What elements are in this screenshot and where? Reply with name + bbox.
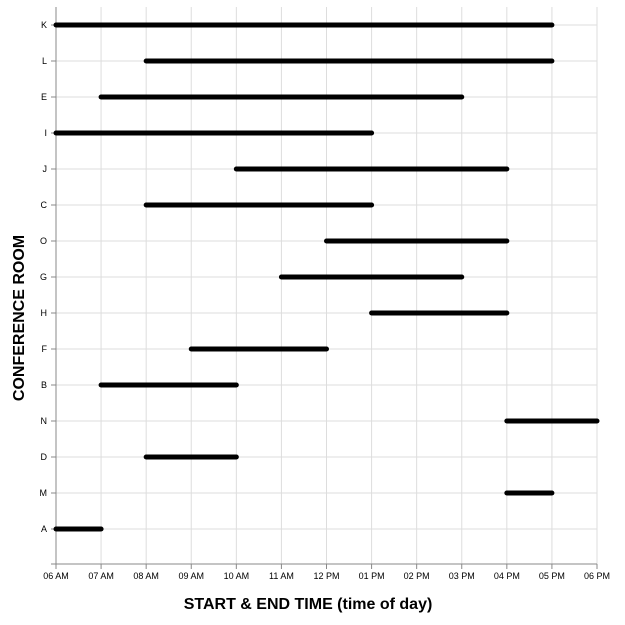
bar-layer: [53, 22, 600, 532]
x-tick-label: 11 AM: [269, 571, 294, 581]
y-tick-label: H: [41, 308, 48, 318]
y-tick-label: E: [41, 92, 47, 102]
y-tick-label: K: [41, 20, 47, 30]
y-tick-label: N: [41, 416, 48, 426]
x-tick-label: 04 PM: [494, 571, 520, 581]
y-tick-label: I: [44, 128, 47, 138]
y-tick-label: O: [40, 236, 47, 246]
x-tick-label: 06 AM: [43, 571, 69, 581]
y-tick-label: G: [40, 272, 47, 282]
x-tick-label: 12 PM: [313, 571, 339, 581]
x-tick-label: 05 PM: [539, 571, 565, 581]
y-axis-title: CONFERENCE ROOM: [11, 235, 28, 401]
x-tick-label: 08 AM: [133, 571, 159, 581]
y-tick-label: M: [40, 488, 48, 498]
y-tick-label: B: [41, 380, 47, 390]
x-tick-label: 10 AM: [224, 571, 250, 581]
y-tick-label: A: [41, 524, 47, 534]
x-tick-label: 07 AM: [88, 571, 114, 581]
x-tick-label: 02 PM: [404, 571, 430, 581]
axis-layer: 06 AM 07 AM 08 AM 09 AM 10 AM 11 AM 12 PM 01 PM…: [40, 7, 610, 581]
y-tick-label: C: [41, 200, 48, 210]
y-tick-label: F: [42, 344, 48, 354]
x-axis-title: START & END TIME (time of day): [184, 596, 433, 613]
x-tick-label: 09 AM: [178, 571, 204, 581]
y-tick-label: D: [41, 452, 48, 462]
grid-layer: [55, 7, 598, 564]
y-tick-label: L: [42, 56, 47, 66]
y-tick-label: J: [43, 164, 48, 174]
x-tick-label: 06 PM: [584, 571, 610, 581]
x-tick-label: 01 PM: [359, 571, 385, 581]
x-tick-label: 03 PM: [449, 571, 475, 581]
